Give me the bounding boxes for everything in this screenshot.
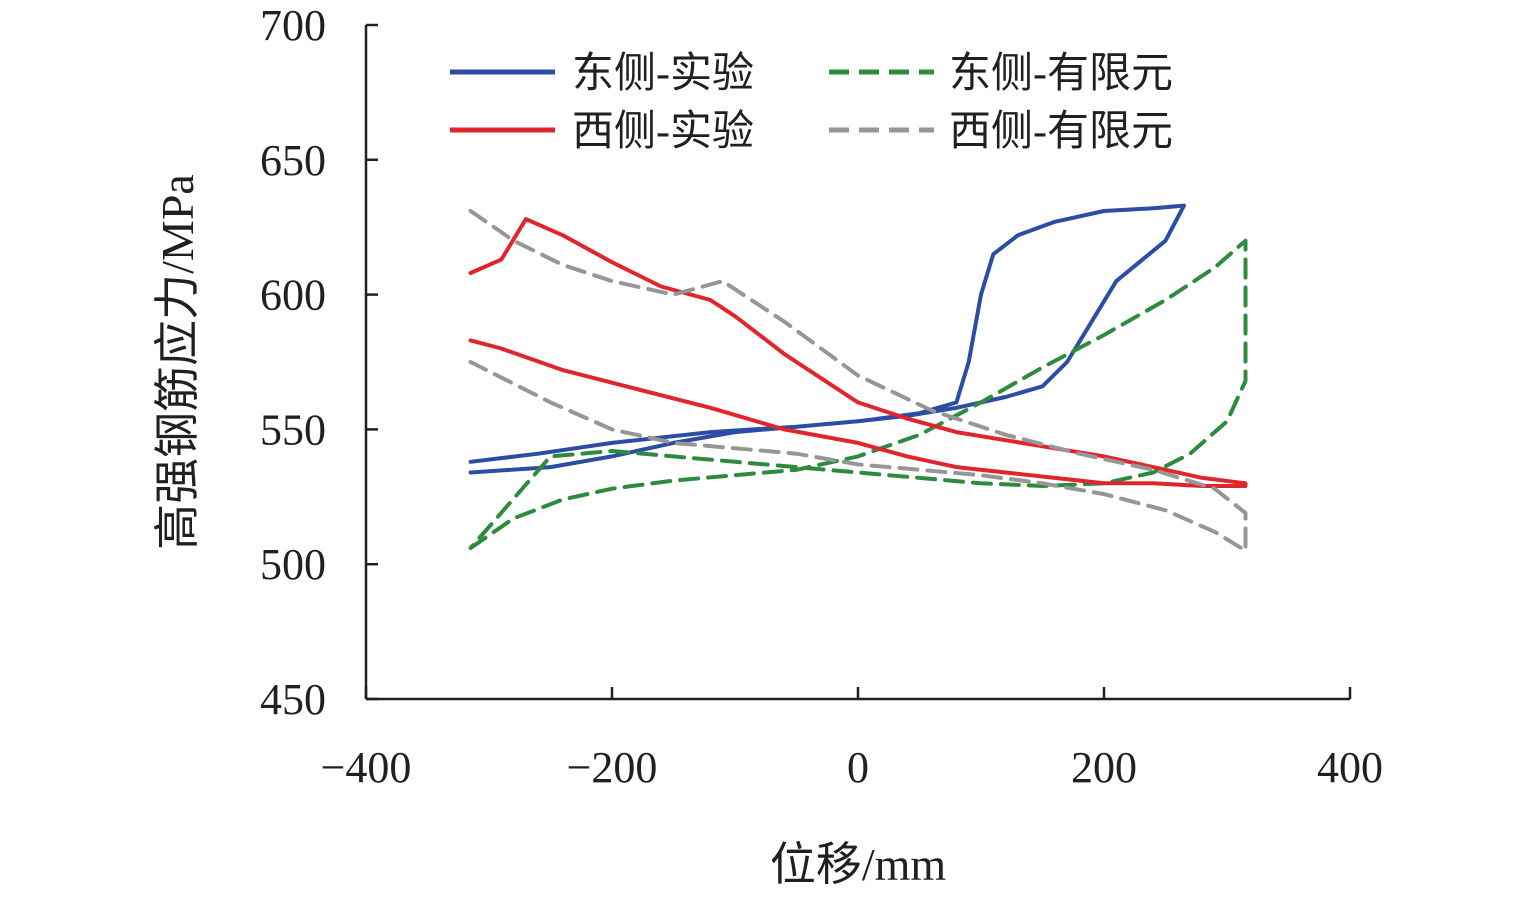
x-tick-label: 400 [1317,743,1383,792]
y-axis-title: 高强钢筋应力/MPa [152,174,203,550]
legend-label-2: 西侧-实验 [572,108,754,155]
legend-label-0: 东侧-实验 [572,50,754,97]
y-tick-label: 700 [260,1,326,50]
y-tick-label: 500 [260,540,326,589]
x-tick-label: 0 [847,743,869,792]
series-line-1 [468,238,1248,550]
legend-label-1: 东侧-有限元 [949,50,1173,97]
x-tick-label: 200 [1071,743,1137,792]
y-tick-label: 600 [260,271,326,320]
series-line-3 [468,209,1248,553]
x-tick-label: −200 [567,743,658,792]
series-group [468,203,1248,553]
y-tick-label: 550 [260,405,326,454]
legend-label-3: 西侧-有限元 [949,109,1173,155]
x-axis-title: 位移/mm [770,839,947,890]
y-tick-label: 650 [260,136,326,185]
y-ticks: 450 500 550 600 650 700 [260,1,378,724]
y-tick-label: 450 [260,675,326,724]
series-line-0 [468,203,1186,475]
x-ticks: −400 −200 0 200 400 [321,687,1383,792]
x-tick-label: −400 [321,743,412,792]
